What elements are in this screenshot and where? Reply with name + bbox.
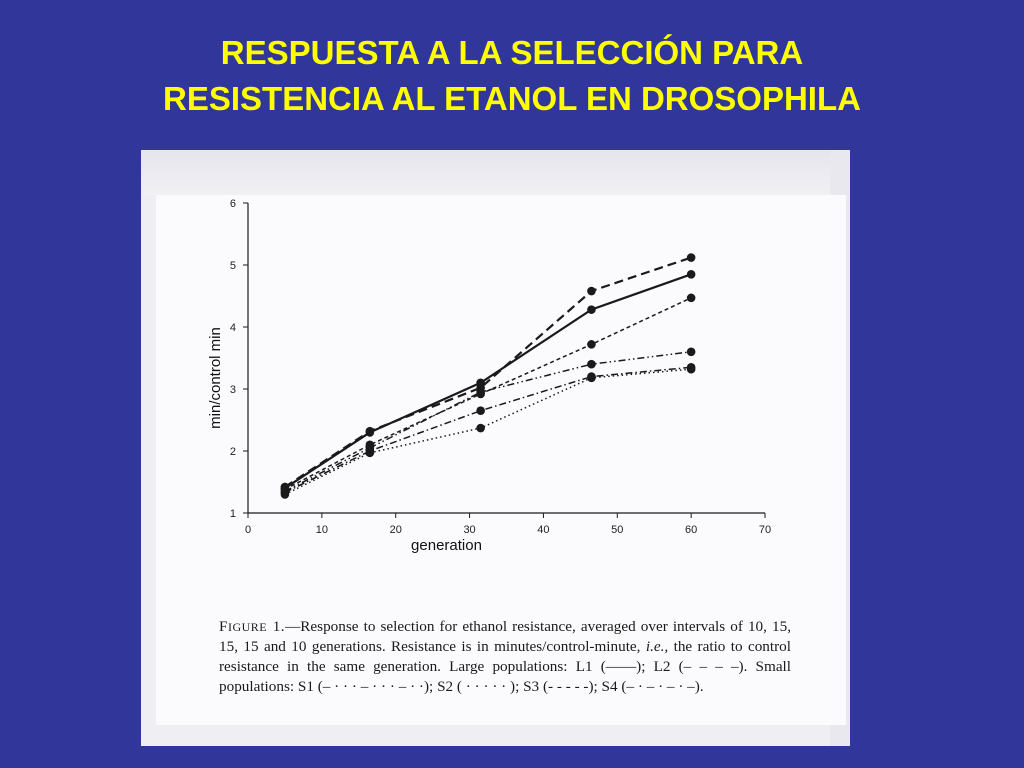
y-tick-label: 1 [230, 508, 236, 520]
y-tick-label: 5 [230, 260, 236, 272]
slide-title: RESPUESTA A LA SELECCIÓN PARA RESISTENCI… [0, 30, 1024, 122]
caption-italic: i.e., [645, 638, 669, 655]
y-tick-label: 2 [230, 446, 236, 458]
data-point-s4 [686, 363, 696, 372]
data-point-s3 [686, 293, 696, 303]
x-tick-label: 30 [463, 524, 475, 536]
x-tick-label: 60 [685, 524, 697, 536]
data-point-s4 [280, 488, 290, 497]
x-tick-label: 50 [611, 524, 623, 536]
figure-scan: 1 2 3 4 5 6 0 10 20 30 40 50 60 70 generation min/contr… [141, 150, 850, 746]
slide-title-line-2: RESISTENCIA AL ETANOL EN DROSOPHILA [163, 80, 861, 117]
data-point-s3 [476, 389, 485, 399]
series-line-s4 [284, 366, 692, 494]
series-line-s2 [284, 368, 692, 496]
figure-label-smallcaps: IGURE [227, 620, 268, 634]
data-point-s3 [587, 340, 596, 349]
data-point-s4 [365, 446, 375, 456]
data-point-l1 [686, 270, 696, 279]
slide-title-line-1: RESPUESTA A LA SELECCIÓN PARA [220, 34, 804, 71]
y-axis-title: min/control min [207, 327, 224, 429]
x-tick-label: 10 [316, 524, 328, 536]
data-point-s4 [587, 372, 596, 381]
x-tick-label: 0 [245, 524, 251, 536]
x-axis-title: generation [411, 537, 482, 554]
scan-bleed-top [141, 150, 850, 195]
data-point-s3 [365, 440, 375, 450]
figure-caption: FIGURE 1.—Response to selection for etha… [219, 617, 791, 697]
data-point-s2 [476, 423, 485, 433]
x-tick-label: 40 [537, 524, 549, 536]
y-tick-label: 3 [230, 384, 236, 396]
caption-text-1: —Response to selection for ethanol resis… [219, 618, 792, 655]
figure-label-initial: F [219, 618, 228, 635]
data-point-l2 [587, 286, 596, 296]
figure-label: FIGURE 1. [219, 618, 285, 635]
figure-page: 1 2 3 4 5 6 0 10 20 30 40 50 60 70 generation min/contr… [156, 195, 846, 725]
data-point-s1 [587, 359, 596, 369]
y-tick-label: 6 [230, 198, 236, 210]
data-point-l1 [587, 305, 596, 314]
x-tick-label: 70 [759, 524, 771, 536]
y-tick-label: 4 [230, 322, 236, 334]
data-point-l2 [365, 426, 375, 436]
data-point-l2 [686, 253, 696, 262]
x-tick-label: 20 [390, 524, 402, 536]
data-point-s4 [476, 406, 485, 415]
data-point-s1 [686, 347, 696, 357]
caption-text-2: the ratio to control resistance in the s… [219, 638, 791, 695]
figure-number: 1. [267, 618, 286, 635]
